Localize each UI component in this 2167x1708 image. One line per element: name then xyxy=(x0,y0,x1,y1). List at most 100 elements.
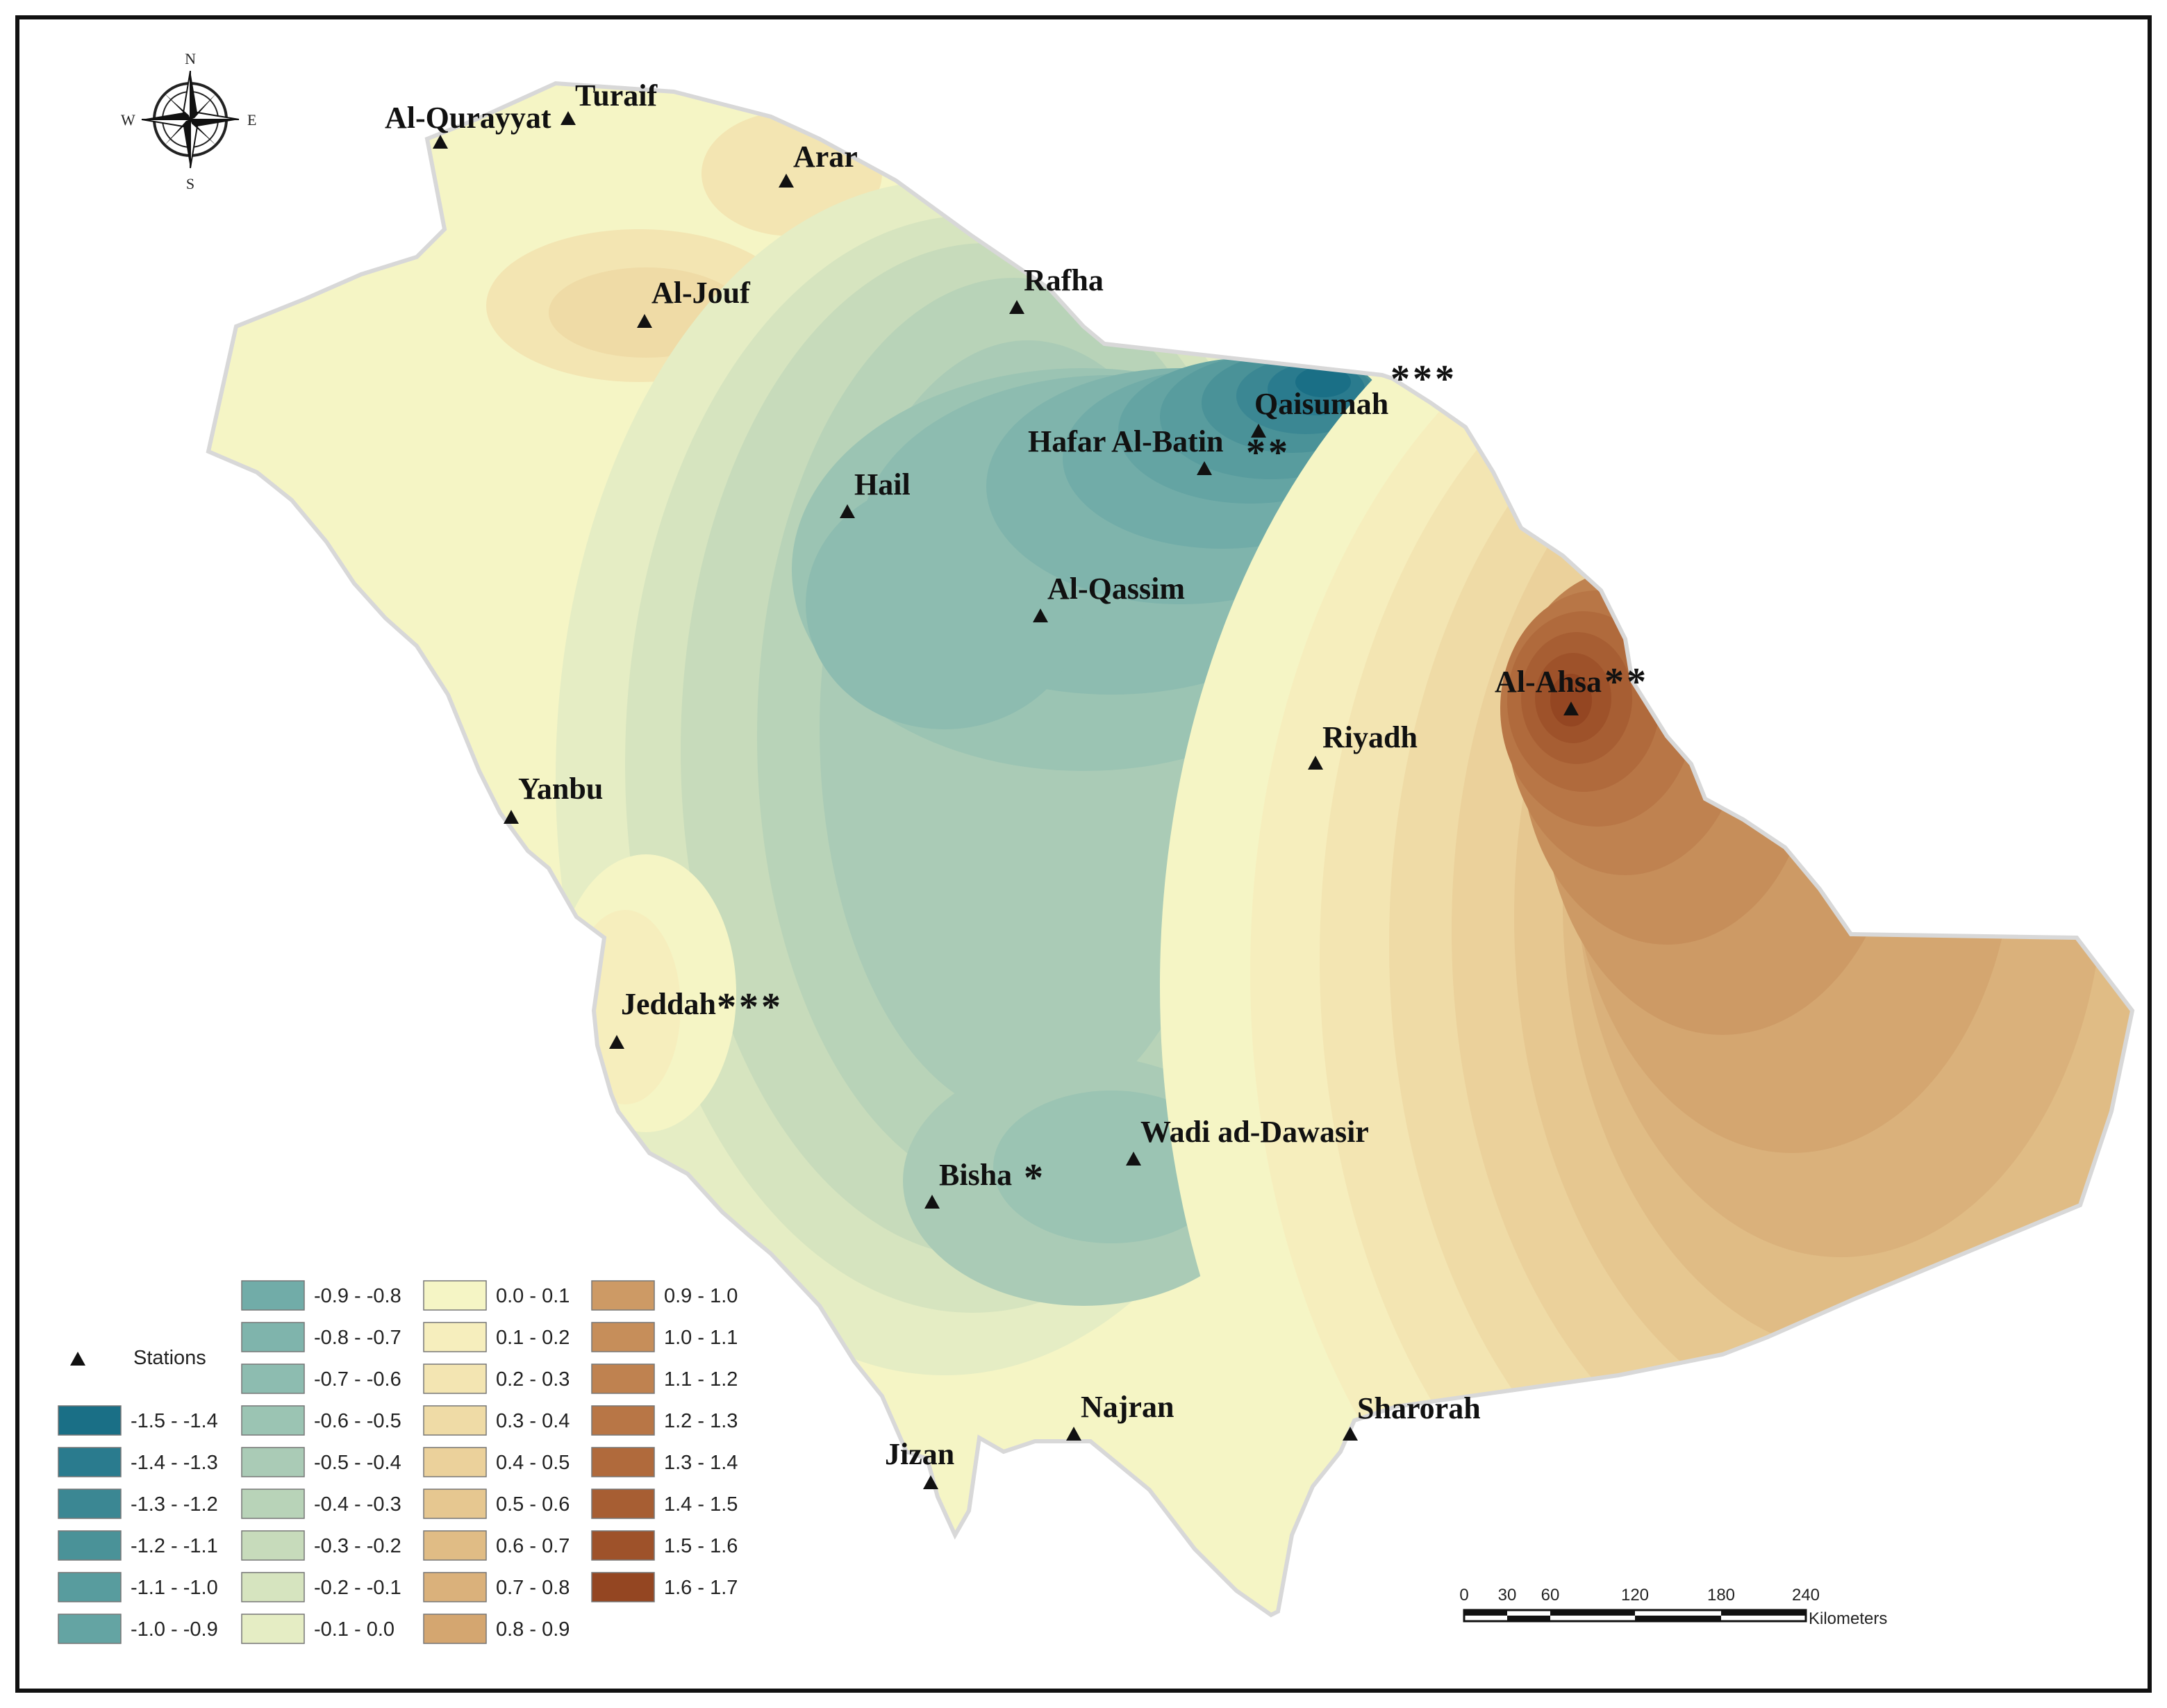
station-label: Al-Qassim xyxy=(1047,572,1185,606)
legend-swatch xyxy=(241,1530,305,1561)
legend-class-label: -0.2 - -0.1 xyxy=(314,1577,401,1599)
scale-tick-label: 240 xyxy=(1792,1586,1820,1605)
legend-swatch xyxy=(58,1530,122,1561)
station-label: Arar xyxy=(793,140,858,174)
station-label: Al-Qurayyat xyxy=(385,101,551,135)
compass-west-label: W xyxy=(121,111,135,128)
legend-class-label: 0.7 - 0.8 xyxy=(496,1577,570,1599)
legend-class-label: 1.3 - 1.4 xyxy=(664,1452,738,1474)
legend-swatch xyxy=(591,1572,655,1602)
legend-swatch xyxy=(58,1614,122,1644)
legend-class-label: -1.0 - -0.9 xyxy=(131,1618,218,1641)
legend-swatch xyxy=(591,1530,655,1561)
legend-class-label: 1.6 - 1.7 xyxy=(664,1577,738,1599)
legend-class-label: 1.2 - 1.3 xyxy=(664,1410,738,1432)
legend-class-label: 0.0 - 0.1 xyxy=(496,1285,570,1307)
station-label: Wadi ad-Dawasir xyxy=(1140,1115,1369,1149)
scale-tick-label: 60 xyxy=(1541,1586,1560,1605)
compass-east-label: E xyxy=(247,111,256,128)
legend-class-label: -1.2 - -1.1 xyxy=(131,1535,218,1557)
scale-unit-label: Kilometers xyxy=(1809,1609,1887,1628)
station-label: Sharorah xyxy=(1357,1391,1481,1425)
legend-class-label: -0.3 - -0.2 xyxy=(314,1535,401,1557)
legend-swatch xyxy=(591,1363,655,1394)
legend-swatch xyxy=(241,1363,305,1394)
station-label: Al-Ahsa xyxy=(1495,665,1602,699)
legend-swatch xyxy=(58,1405,122,1436)
compass-south-label: S xyxy=(186,175,194,192)
legend-swatch xyxy=(241,1405,305,1436)
legend-swatch xyxy=(423,1363,487,1394)
legend-swatch xyxy=(591,1489,655,1519)
legend-swatch xyxy=(423,1280,487,1311)
legend-swatch xyxy=(241,1489,305,1519)
north-arrow-icon: N S E W xyxy=(121,50,256,192)
legend-swatch xyxy=(241,1572,305,1602)
legend-class-label: -0.9 - -0.8 xyxy=(314,1285,401,1307)
legend-swatch xyxy=(241,1322,305,1352)
significance-mark: * xyxy=(1024,1156,1046,1200)
legend-class-label: 0.5 - 0.6 xyxy=(496,1493,570,1516)
stations-layer: Turaif Al-Qurayyat Arar Al-Jouf Rafha Qaisuma… xyxy=(385,78,1649,1489)
significance-mark: ** xyxy=(1604,661,1649,704)
legend-swatch xyxy=(423,1405,487,1436)
legend-class-label: -1.4 - -1.3 xyxy=(131,1452,218,1474)
significance-mark: *** xyxy=(717,986,783,1029)
legend-class-label: 0.9 - 1.0 xyxy=(664,1285,738,1307)
legend-class-label: -0.4 - -0.3 xyxy=(314,1493,401,1516)
compass-north-label: N xyxy=(185,50,196,67)
scale-bar: 0 30 60 120 180 240 Kilometers xyxy=(1459,1586,1887,1628)
legend-swatch xyxy=(58,1489,122,1519)
legend-station-icon xyxy=(70,1352,85,1366)
legend-class-label: -1.5 - -1.4 xyxy=(131,1410,218,1432)
legend-swatch xyxy=(58,1447,122,1477)
legend-swatch xyxy=(591,1447,655,1477)
legend-swatch xyxy=(58,1572,122,1602)
legend-class-label: -0.1 - 0.0 xyxy=(314,1618,395,1641)
legend-swatch xyxy=(423,1322,487,1352)
legend: Stations -1.5 - -1.4 -1.4 - -1.3 -1.3 - -1… xyxy=(58,1280,738,1644)
legend-swatch xyxy=(423,1572,487,1602)
significance-mark: *** xyxy=(1390,358,1457,401)
legend-class-label: -0.6 - -0.5 xyxy=(314,1410,401,1432)
legend-class-label: 0.8 - 0.9 xyxy=(496,1618,570,1641)
legend-class-label: 1.1 - 1.2 xyxy=(664,1368,738,1391)
legend-swatch xyxy=(423,1530,487,1561)
legend-swatch xyxy=(241,1614,305,1644)
legend-swatch xyxy=(591,1405,655,1436)
legend-class-label: 1.4 - 1.5 xyxy=(664,1493,738,1516)
legend-swatch xyxy=(423,1447,487,1477)
legend-class-label: 1.0 - 1.1 xyxy=(664,1327,738,1349)
station-label: Al-Jouf xyxy=(651,276,751,310)
legend-class-label: -0.5 - -0.4 xyxy=(314,1452,401,1474)
legend-class-label: 0.6 - 0.7 xyxy=(496,1535,570,1557)
scale-tick-label: 180 xyxy=(1707,1586,1735,1605)
legend-class-label: 0.1 - 0.2 xyxy=(496,1327,570,1349)
legend-class-label: 0.2 - 0.3 xyxy=(496,1368,570,1391)
station-label: Bisha xyxy=(939,1158,1012,1192)
station-label: Hail xyxy=(854,467,911,501)
legend-class-label: 1.5 - 1.6 xyxy=(664,1535,738,1557)
significance-mark: ** xyxy=(1246,431,1290,474)
station-label: Najran xyxy=(1081,1390,1174,1424)
scale-tick-label: 120 xyxy=(1621,1586,1649,1605)
station-label: Jeddah xyxy=(621,987,716,1021)
legend-swatch xyxy=(241,1280,305,1311)
legend-stations-label: Stations xyxy=(133,1347,206,1369)
station-label: Turaif xyxy=(575,78,658,113)
scale-tick-label: 0 xyxy=(1459,1586,1468,1605)
station-label: Hafar Al-Batin xyxy=(1028,424,1224,458)
legend-class-label: 0.3 - 0.4 xyxy=(496,1410,570,1432)
station-label: Jizan xyxy=(885,1437,954,1471)
legend-swatch xyxy=(241,1447,305,1477)
legend-class-label: 0.4 - 0.5 xyxy=(496,1452,570,1474)
station-label: Yanbu xyxy=(518,772,603,806)
legend-class-label: -1.1 - -1.0 xyxy=(131,1577,218,1599)
legend-swatch xyxy=(591,1322,655,1352)
station-label: Rafha xyxy=(1024,263,1104,297)
station-label: Riyadh xyxy=(1322,720,1418,754)
legend-swatch xyxy=(423,1614,487,1644)
legend-class-label: -0.8 - -0.7 xyxy=(314,1327,401,1349)
scale-tick-label: 30 xyxy=(1498,1586,1517,1605)
